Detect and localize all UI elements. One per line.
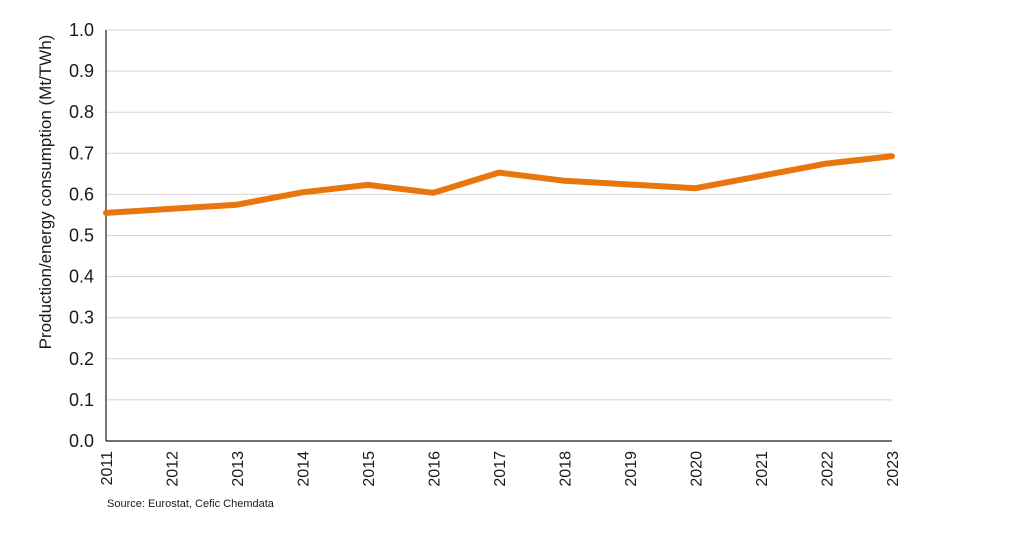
y-tick-label-0.3: 0.3 bbox=[69, 308, 94, 328]
data-point-2018 bbox=[562, 178, 568, 184]
source-note: Source: Eurostat, Cefic Chemdata bbox=[107, 498, 274, 510]
y-tick-label-0.0: 0.0 bbox=[69, 431, 94, 451]
x-tick-label-2019: 2019 bbox=[623, 451, 640, 487]
data-point-2015 bbox=[365, 182, 371, 188]
data-point-2022 bbox=[824, 161, 830, 167]
series-group bbox=[103, 153, 895, 216]
y-tick-label-0.8: 0.8 bbox=[69, 102, 94, 122]
y-tick-label-1.0: 1.0 bbox=[69, 20, 94, 40]
data-point-2014 bbox=[300, 189, 306, 195]
x-tick-label-2014: 2014 bbox=[296, 451, 313, 487]
y-tick-label-0.6: 0.6 bbox=[69, 184, 94, 204]
data-point-2019 bbox=[627, 182, 633, 188]
x-tick-label-2018: 2018 bbox=[558, 451, 575, 487]
data-point-2016 bbox=[431, 190, 437, 196]
data-point-2012 bbox=[169, 206, 175, 212]
series-line-0 bbox=[103, 153, 895, 216]
y-tick-label-0.4: 0.4 bbox=[69, 267, 94, 287]
x-tick-label-2021: 2021 bbox=[754, 451, 771, 487]
y-axis-label: Production/energy consumption (Mt/TWh) bbox=[36, 35, 55, 350]
data-point-2021 bbox=[758, 173, 764, 179]
data-point-2020 bbox=[693, 185, 699, 191]
x-tick-label-2012: 2012 bbox=[165, 451, 182, 487]
x-tick-label-2016: 2016 bbox=[427, 451, 444, 487]
data-point-2011 bbox=[103, 210, 109, 216]
gridlines bbox=[106, 29, 892, 401]
x-tick-label-2013: 2013 bbox=[230, 451, 247, 487]
y-tick-labels: 0.0 0.1 0.2 0.3 0.4 0.5 0.6 0.7 0.8 0.9 1.0 bbox=[69, 20, 94, 451]
y-tick-label-0.7: 0.7 bbox=[69, 143, 94, 163]
y-tick-label-0.5: 0.5 bbox=[69, 226, 94, 246]
x-tick-label-2020: 2020 bbox=[689, 451, 706, 487]
data-point-2023 bbox=[889, 153, 895, 159]
y-tick-label-0.1: 0.1 bbox=[69, 390, 94, 410]
x-tick-label-2023: 2023 bbox=[885, 451, 902, 487]
x-tick-labels: 2011 2012 2013 2014 2015 2016 2017 2018 2019 2020… bbox=[99, 451, 902, 487]
y-tick-label-0.2: 0.2 bbox=[69, 349, 94, 369]
data-point-2017 bbox=[496, 170, 502, 176]
axes bbox=[105, 30, 892, 442]
x-tick-label-2022: 2022 bbox=[820, 451, 837, 487]
x-tick-label-2015: 2015 bbox=[361, 451, 378, 487]
x-tick-label-2017: 2017 bbox=[492, 451, 509, 487]
x-tick-label-2011: 2011 bbox=[99, 451, 116, 486]
y-tick-label-0.9: 0.9 bbox=[69, 61, 94, 81]
data-point-2013 bbox=[234, 202, 240, 208]
